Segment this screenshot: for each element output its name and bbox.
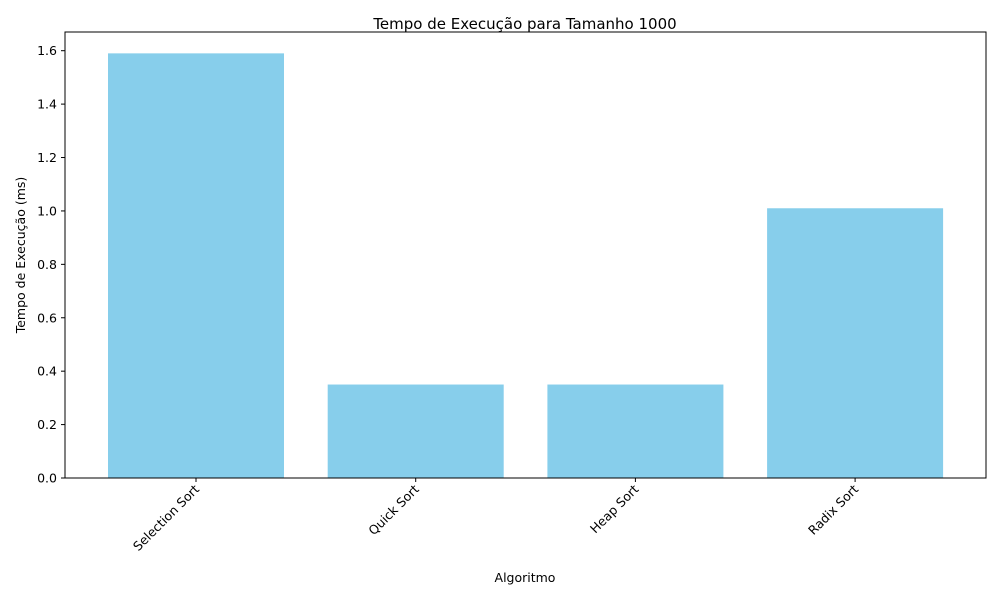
chart-title: Tempo de Execução para Tamanho 1000 (372, 15, 676, 33)
y-tick-label: 1.6 (37, 43, 57, 58)
y-tick-label: 0.8 (37, 257, 57, 272)
y-tick-label: 1.0 (37, 203, 57, 218)
bars-group (108, 53, 944, 479)
x-tick-label: Heap Sort (587, 481, 642, 536)
bar-heap-sort (547, 384, 724, 478)
y-tick-label: 0.4 (37, 364, 57, 379)
x-tick-label: Radix Sort (805, 481, 861, 537)
x-tick-label: Quick Sort (365, 481, 422, 538)
x-axis: Selection Sort Quick Sort Heap Sort Radix S… (130, 478, 861, 554)
x-tick-label: Selection Sort (130, 481, 202, 553)
y-axis: 0.0 0.2 0.4 0.6 0.8 1.0 1.2 1.4 1.6 (37, 43, 65, 486)
y-tick-label: 1.2 (37, 150, 57, 165)
y-tick-label: 0.2 (37, 417, 57, 432)
x-axis-label: Algoritmo (495, 570, 556, 585)
bar-selection-sort (108, 53, 284, 479)
bar-quick-sort (327, 384, 504, 478)
y-tick-label: 0.6 (37, 310, 57, 325)
plot-frame (64, 31, 987, 479)
y-axis-label: Tempo de Execução (ms) (13, 177, 28, 335)
y-tick-label: 1.4 (37, 97, 57, 112)
y-tick-label: 0.0 (37, 471, 57, 486)
bar-radix-sort (767, 208, 944, 478)
